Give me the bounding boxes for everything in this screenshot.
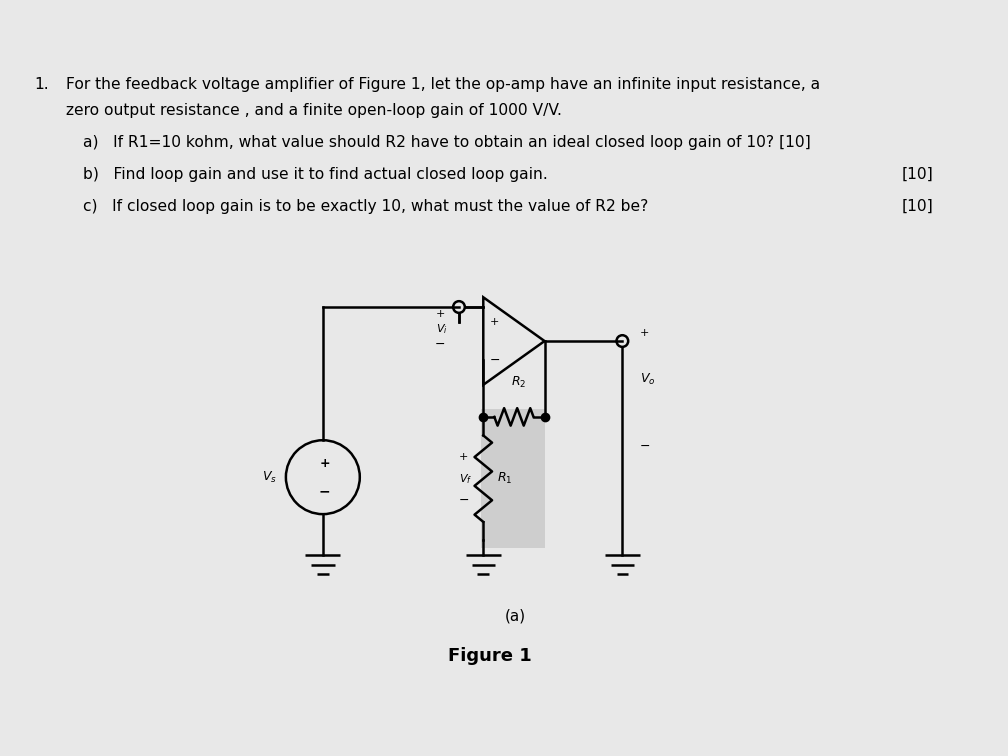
Text: +: + [460,452,469,462]
Text: +: + [490,317,500,327]
Text: −: − [640,439,650,453]
Text: −: − [319,485,331,498]
Text: zero output resistance , and a finite open-loop gain of 1000 V/V.: zero output resistance , and a finite op… [67,103,562,118]
Text: For the feedback voltage amplifier of Figure 1, let the op-amp have an infinite : For the feedback voltage amplifier of Fi… [67,76,821,91]
Text: +: + [320,457,330,469]
Text: +: + [640,328,649,338]
Text: (a): (a) [505,609,526,624]
Text: a)   If R1=10 kohm, what value should R2 have to obtain an ideal closed loop gai: a) If R1=10 kohm, what value should R2 h… [83,135,810,150]
Text: [10]: [10] [902,167,933,182]
Text: $R_1$: $R_1$ [497,471,512,486]
Text: −: − [459,494,469,507]
Text: −: − [490,354,500,367]
Text: $V_s$: $V_s$ [262,469,277,485]
Bar [482,409,544,548]
Text: $V_i$: $V_i$ [435,323,448,336]
Text: 1.: 1. [34,76,48,91]
Text: +: + [436,309,446,319]
Text: $V_f$: $V_f$ [459,472,473,485]
Text: $V_o$: $V_o$ [640,371,655,386]
Text: b)   Find loop gain and use it to find actual closed loop gain.: b) Find loop gain and use it to find act… [83,167,547,182]
Text: [10]: [10] [902,199,933,214]
Text: c)   If closed loop gain is to be exactly 10, what must the value of R2 be?: c) If closed loop gain is to be exactly … [83,199,648,214]
Text: −: − [434,338,446,351]
Text: $R_2$: $R_2$ [511,374,526,389]
Text: Figure 1: Figure 1 [449,647,532,665]
